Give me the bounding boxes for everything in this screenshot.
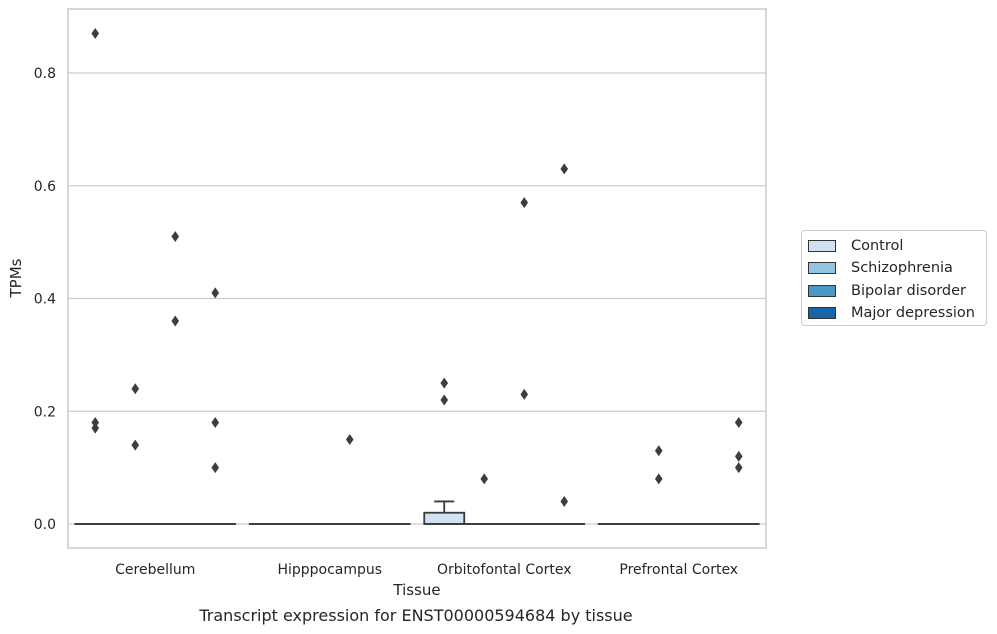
box-layer <box>74 28 760 525</box>
box-group <box>194 287 237 525</box>
y-axis-label: TPMs <box>7 258 25 298</box>
outlier-point <box>91 28 100 40</box>
box-group <box>74 28 117 525</box>
legend-item-control: Control <box>808 237 903 255</box>
outlier-point <box>171 230 180 242</box>
outlier-point <box>734 450 743 462</box>
legend-item-major-depression: Major depression <box>808 304 975 322</box>
box-group <box>423 377 466 525</box>
x-tick-label: Hipppocampus <box>277 562 382 578</box>
y-tick-label: 0.6 <box>34 179 56 195</box>
legend-swatch-schizophrenia <box>808 262 836 274</box>
outlier-point <box>560 495 569 507</box>
legend-item-schizophrenia: Schizophrenia <box>808 259 953 277</box>
legend-swatch-major-depression <box>808 307 836 319</box>
box-group <box>717 417 760 525</box>
outlier-point <box>131 383 140 395</box>
outlier-point <box>480 473 489 485</box>
legend-swatch-control <box>808 240 836 252</box>
outlier-point <box>520 388 529 400</box>
legend-label: Major depression <box>851 305 975 321</box>
gridlines <box>68 72 766 525</box>
y-tick-label: 0.4 <box>34 292 56 308</box>
outlier-point <box>345 433 354 445</box>
outlier-point <box>440 377 449 389</box>
outlier-point <box>654 445 663 457</box>
x-tick-label: Cerebellum <box>115 562 195 578</box>
outlier-point <box>91 417 100 429</box>
box-group <box>503 197 546 525</box>
outlier-point <box>171 315 180 327</box>
outlier-point <box>734 462 743 474</box>
y-tick-label: 0.0 <box>34 517 56 533</box>
box-group <box>463 473 506 525</box>
legend: Control Schizophrenia Bipolar disorder M… <box>801 230 987 326</box>
box-group <box>637 445 680 525</box>
outlier-point <box>211 287 220 299</box>
chart-title: Transcript expression for ENST0000059468… <box>199 606 633 625</box>
y-tick-label: 0.2 <box>34 404 56 420</box>
legend-swatch-bipolar-disorder <box>808 285 836 297</box>
legend-label: Control <box>851 238 904 254</box>
x-tick-label: Orbitofontal Cortex <box>437 562 572 578</box>
box-group <box>543 163 586 525</box>
y-tick-labels: 0.0 0.2 0.4 0.6 0.8 <box>34 66 56 533</box>
legend-item-bipolar-disorder: Bipolar disorder <box>808 282 966 300</box>
box <box>423 511 466 525</box>
box-group <box>114 383 157 525</box>
y-tick-label: 0.8 <box>34 66 56 82</box>
outlier-point <box>560 163 569 175</box>
x-axis-label: Tissue <box>392 581 440 599</box>
outlier-point <box>654 473 663 485</box>
legend-label: Bipolar disorder <box>851 283 966 299</box>
x-tick-labels: Cerebellum Hipppocampus Orbitofontal Corte… <box>115 562 738 578</box>
x-tick-label: Prefrontal Cortex <box>619 562 738 578</box>
outlier-point <box>734 417 743 429</box>
box-group <box>154 230 197 525</box>
legend-label: Schizophrenia <box>851 260 953 276</box>
outlier-point <box>131 439 140 451</box>
outlier-point <box>211 417 220 429</box>
outlier-point <box>440 394 449 406</box>
outlier-point <box>520 197 529 209</box>
plot-area-frame <box>67 8 767 549</box>
outlier-point <box>91 422 100 434</box>
box-group <box>328 433 371 525</box>
outlier-point <box>211 462 220 474</box>
